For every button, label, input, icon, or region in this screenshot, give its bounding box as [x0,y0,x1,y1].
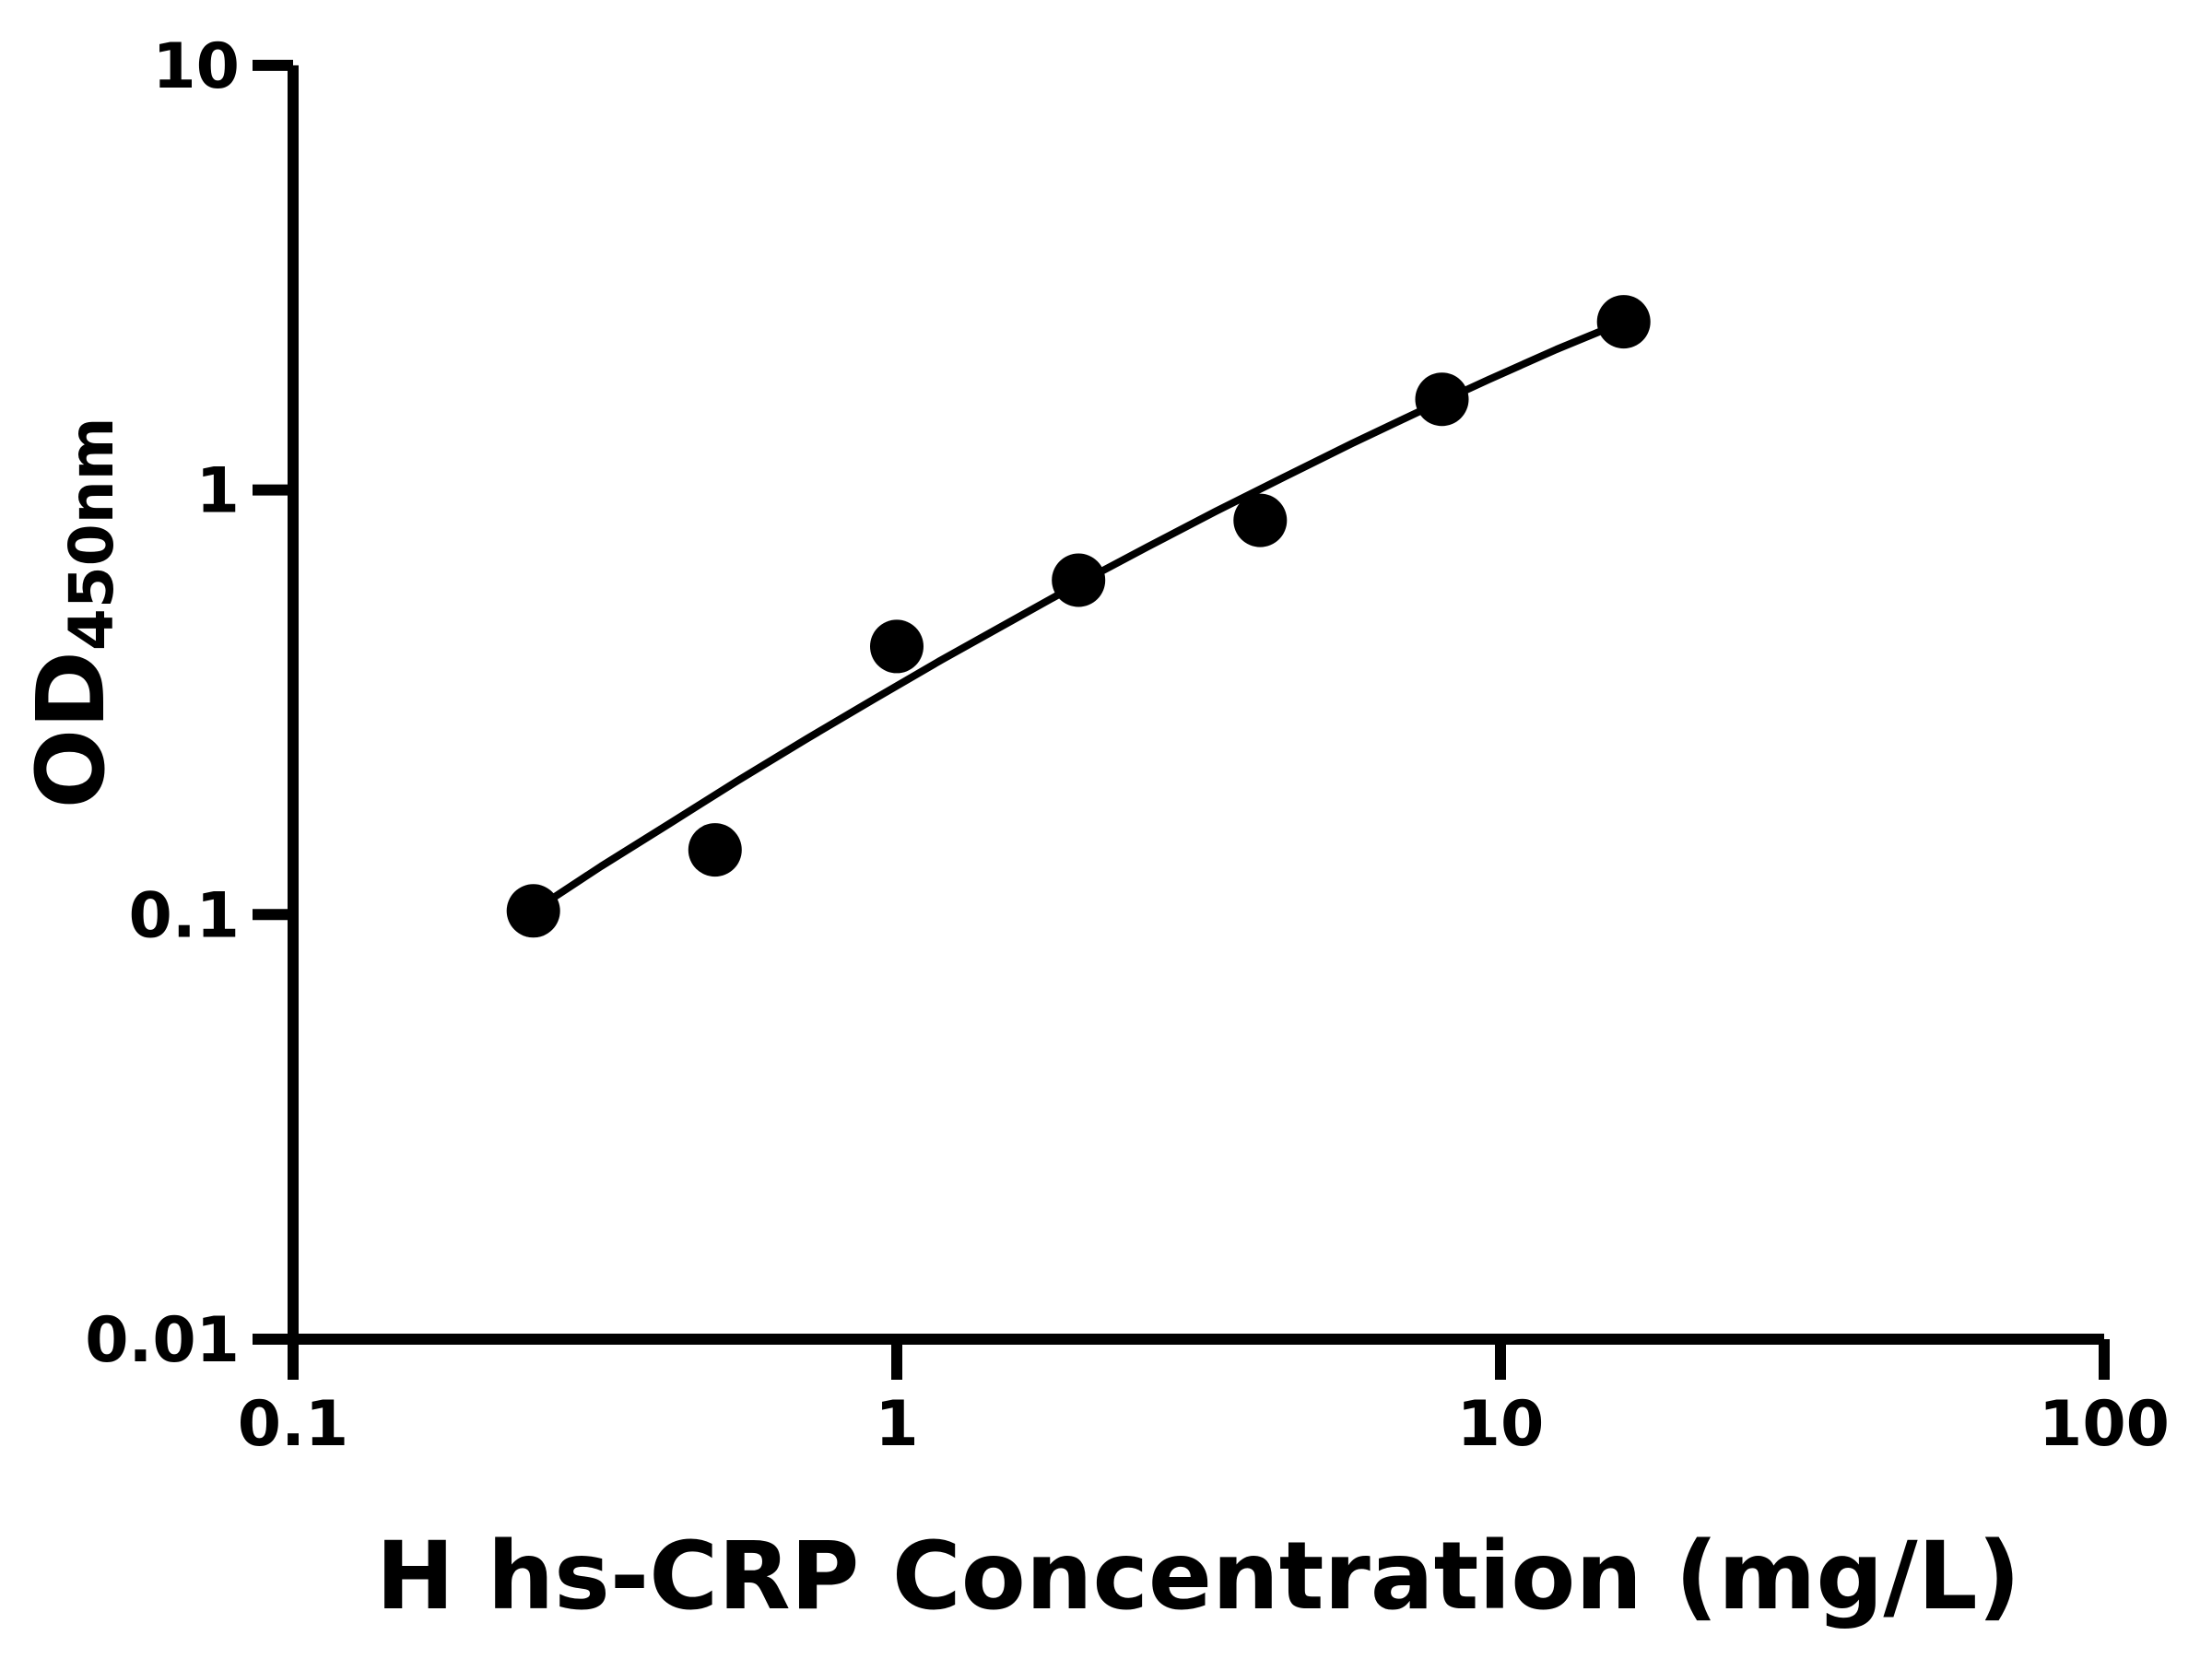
y-axis-title-subscript: 450nm [56,418,127,652]
data-point-marker [688,823,742,877]
x-tick-label: 100 [2039,1388,2170,1461]
y-tick-label: 0.01 [85,1304,240,1377]
y-axis-title: OD450nm [17,418,127,809]
data-point-marker [506,884,560,938]
x-tick-label: 10 [1457,1388,1545,1461]
data-point-marker [1415,372,1469,427]
data-point-marker [870,619,924,674]
x-tick-label: 0.1 [238,1388,348,1461]
x-tick-label: 1 [875,1388,918,1461]
y-axis-title-text: OD [17,651,126,808]
x-axis-title: H hs-CRP Concentration (mg/L) [376,1522,2021,1631]
plot-area: 0.1 1 10 100 0.01 0.1 1 10 [85,30,2170,1461]
y-tick-label: 10 [152,30,240,103]
data-point-marker [1052,553,1106,607]
y-tick-label: 0.1 [129,879,240,952]
y-tick-label: 1 [196,455,240,528]
data-point-marker [1596,295,1651,349]
x-axis-title-text: H hs-CRP Concentration (mg/L) [376,1522,2021,1631]
data-point-marker [1233,493,1288,547]
axis-spines [288,65,2104,1345]
